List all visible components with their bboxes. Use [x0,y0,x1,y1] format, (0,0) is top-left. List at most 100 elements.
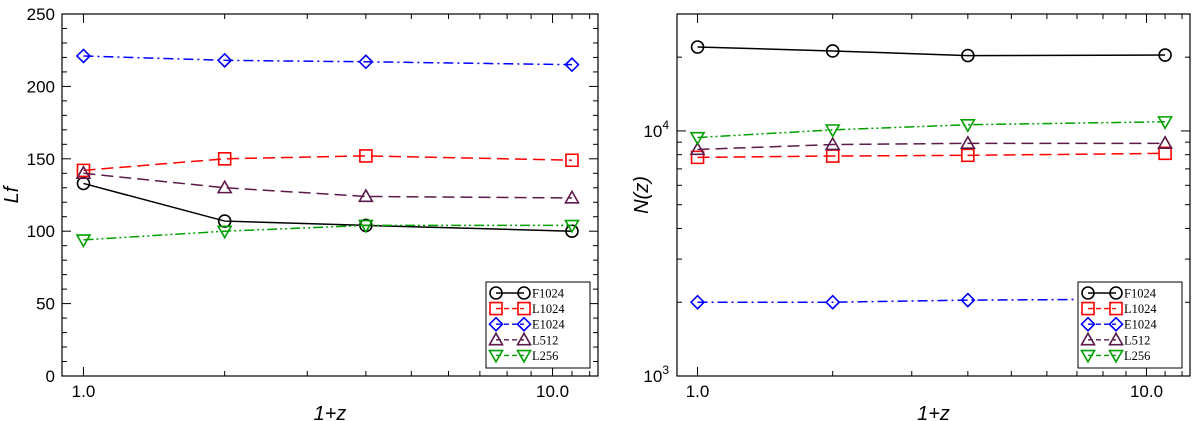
legend-marker [1108,316,1124,332]
data-point [1158,48,1172,62]
data-point [825,294,841,310]
data-point [216,179,233,194]
legend-label: E1024 [1124,318,1157,332]
y-tick-label: 150 [27,150,55,169]
y-axis-label: N(z) [631,176,653,214]
series-L256 [689,116,1173,146]
data-point [824,124,841,138]
y-tick-label: 50 [36,295,55,314]
y-axis-label: Lf [1,184,23,203]
data-point [564,189,580,204]
legend-marker [1108,331,1124,346]
series-line [83,55,572,66]
legend-label: L256 [532,349,558,363]
series-L1024 [690,146,1172,165]
legend-marker [517,286,531,300]
y-tick-label: 250 [27,5,55,24]
legend-label: L256 [1124,349,1150,363]
legend-entry-F1024: F1024 [489,286,565,301]
legend-label: F1024 [1124,287,1157,301]
legend-entry-E1024: E1024 [1080,316,1157,332]
data-point [75,48,92,64]
legend-marker [489,301,503,316]
data-point [961,148,975,163]
data-point [359,149,373,163]
legend-entry-E1024: E1024 [488,316,565,332]
legend-marker [516,349,532,364]
series-line [697,46,1166,57]
data-point [959,119,976,133]
legend-label: E1024 [532,318,565,332]
data-point [1157,135,1173,150]
data-point [1158,146,1172,161]
x-tick-label: 10.0 [1130,382,1163,401]
legend-entry-L1024: L1024 [489,301,565,316]
legend-entry-L512: L512 [1080,331,1150,347]
series-L512 [689,135,1173,156]
data-point [689,131,706,146]
legend-marker [1080,349,1096,364]
data-point [358,54,374,70]
legend-marker [488,331,504,346]
data-point [824,136,841,151]
series-line [83,224,572,241]
plot-frame [676,13,1191,377]
legend-entry-L256: L256 [488,349,558,364]
legend-marker [488,316,504,332]
legend-marker [489,286,503,300]
legend-marker [1109,301,1123,316]
data-point [357,219,374,234]
x-axis-label: 1+z [917,403,950,421]
legend-marker [517,301,531,316]
legend-entry-L512: L512 [488,331,558,347]
legend-marker [516,316,532,332]
data-point [75,165,92,179]
legend-label: L512 [1124,333,1150,347]
data-point [217,152,232,166]
series-L1024 [76,149,579,178]
data-point [564,219,580,234]
data-point [689,141,706,156]
legend-entry-L1024: L1024 [1081,301,1157,316]
legend-marker [1081,301,1095,316]
y-tick-label: 200 [27,77,55,96]
y-tick-label: 103 [643,363,669,386]
y-tick-label: 0 [46,367,55,386]
series-line [697,121,1166,139]
legend-marker [1080,316,1096,332]
series-F1024 [76,176,579,238]
legend-marker [1081,286,1095,300]
series-L512 [75,165,580,204]
legend-label: F1024 [532,287,565,301]
legend-label: L1024 [1124,302,1157,316]
data-point [75,234,92,249]
legend-marker [1108,349,1124,364]
legend-marker [1109,286,1123,300]
series-line [83,155,572,172]
series-line [697,142,1166,151]
x-tick-label: 1.0 [686,382,710,401]
legend-box [1077,281,1183,369]
data-point [690,150,705,165]
legend-marker [488,349,504,364]
legend-entry-L256: L256 [1080,349,1150,364]
series-line [697,298,1166,303]
data-point [357,188,374,203]
data-point [959,135,976,150]
data-point [565,153,579,168]
plot-frame [61,13,599,377]
legend-marker [516,331,532,346]
legend-box [485,281,591,369]
data-point [217,52,233,68]
legend-label: L1024 [532,302,565,316]
x-axis-label: 1+z [314,403,347,421]
data-point [689,294,706,310]
legend-marker [1080,331,1096,346]
x-tick-label: 1.0 [72,382,96,401]
data-point [564,57,580,73]
